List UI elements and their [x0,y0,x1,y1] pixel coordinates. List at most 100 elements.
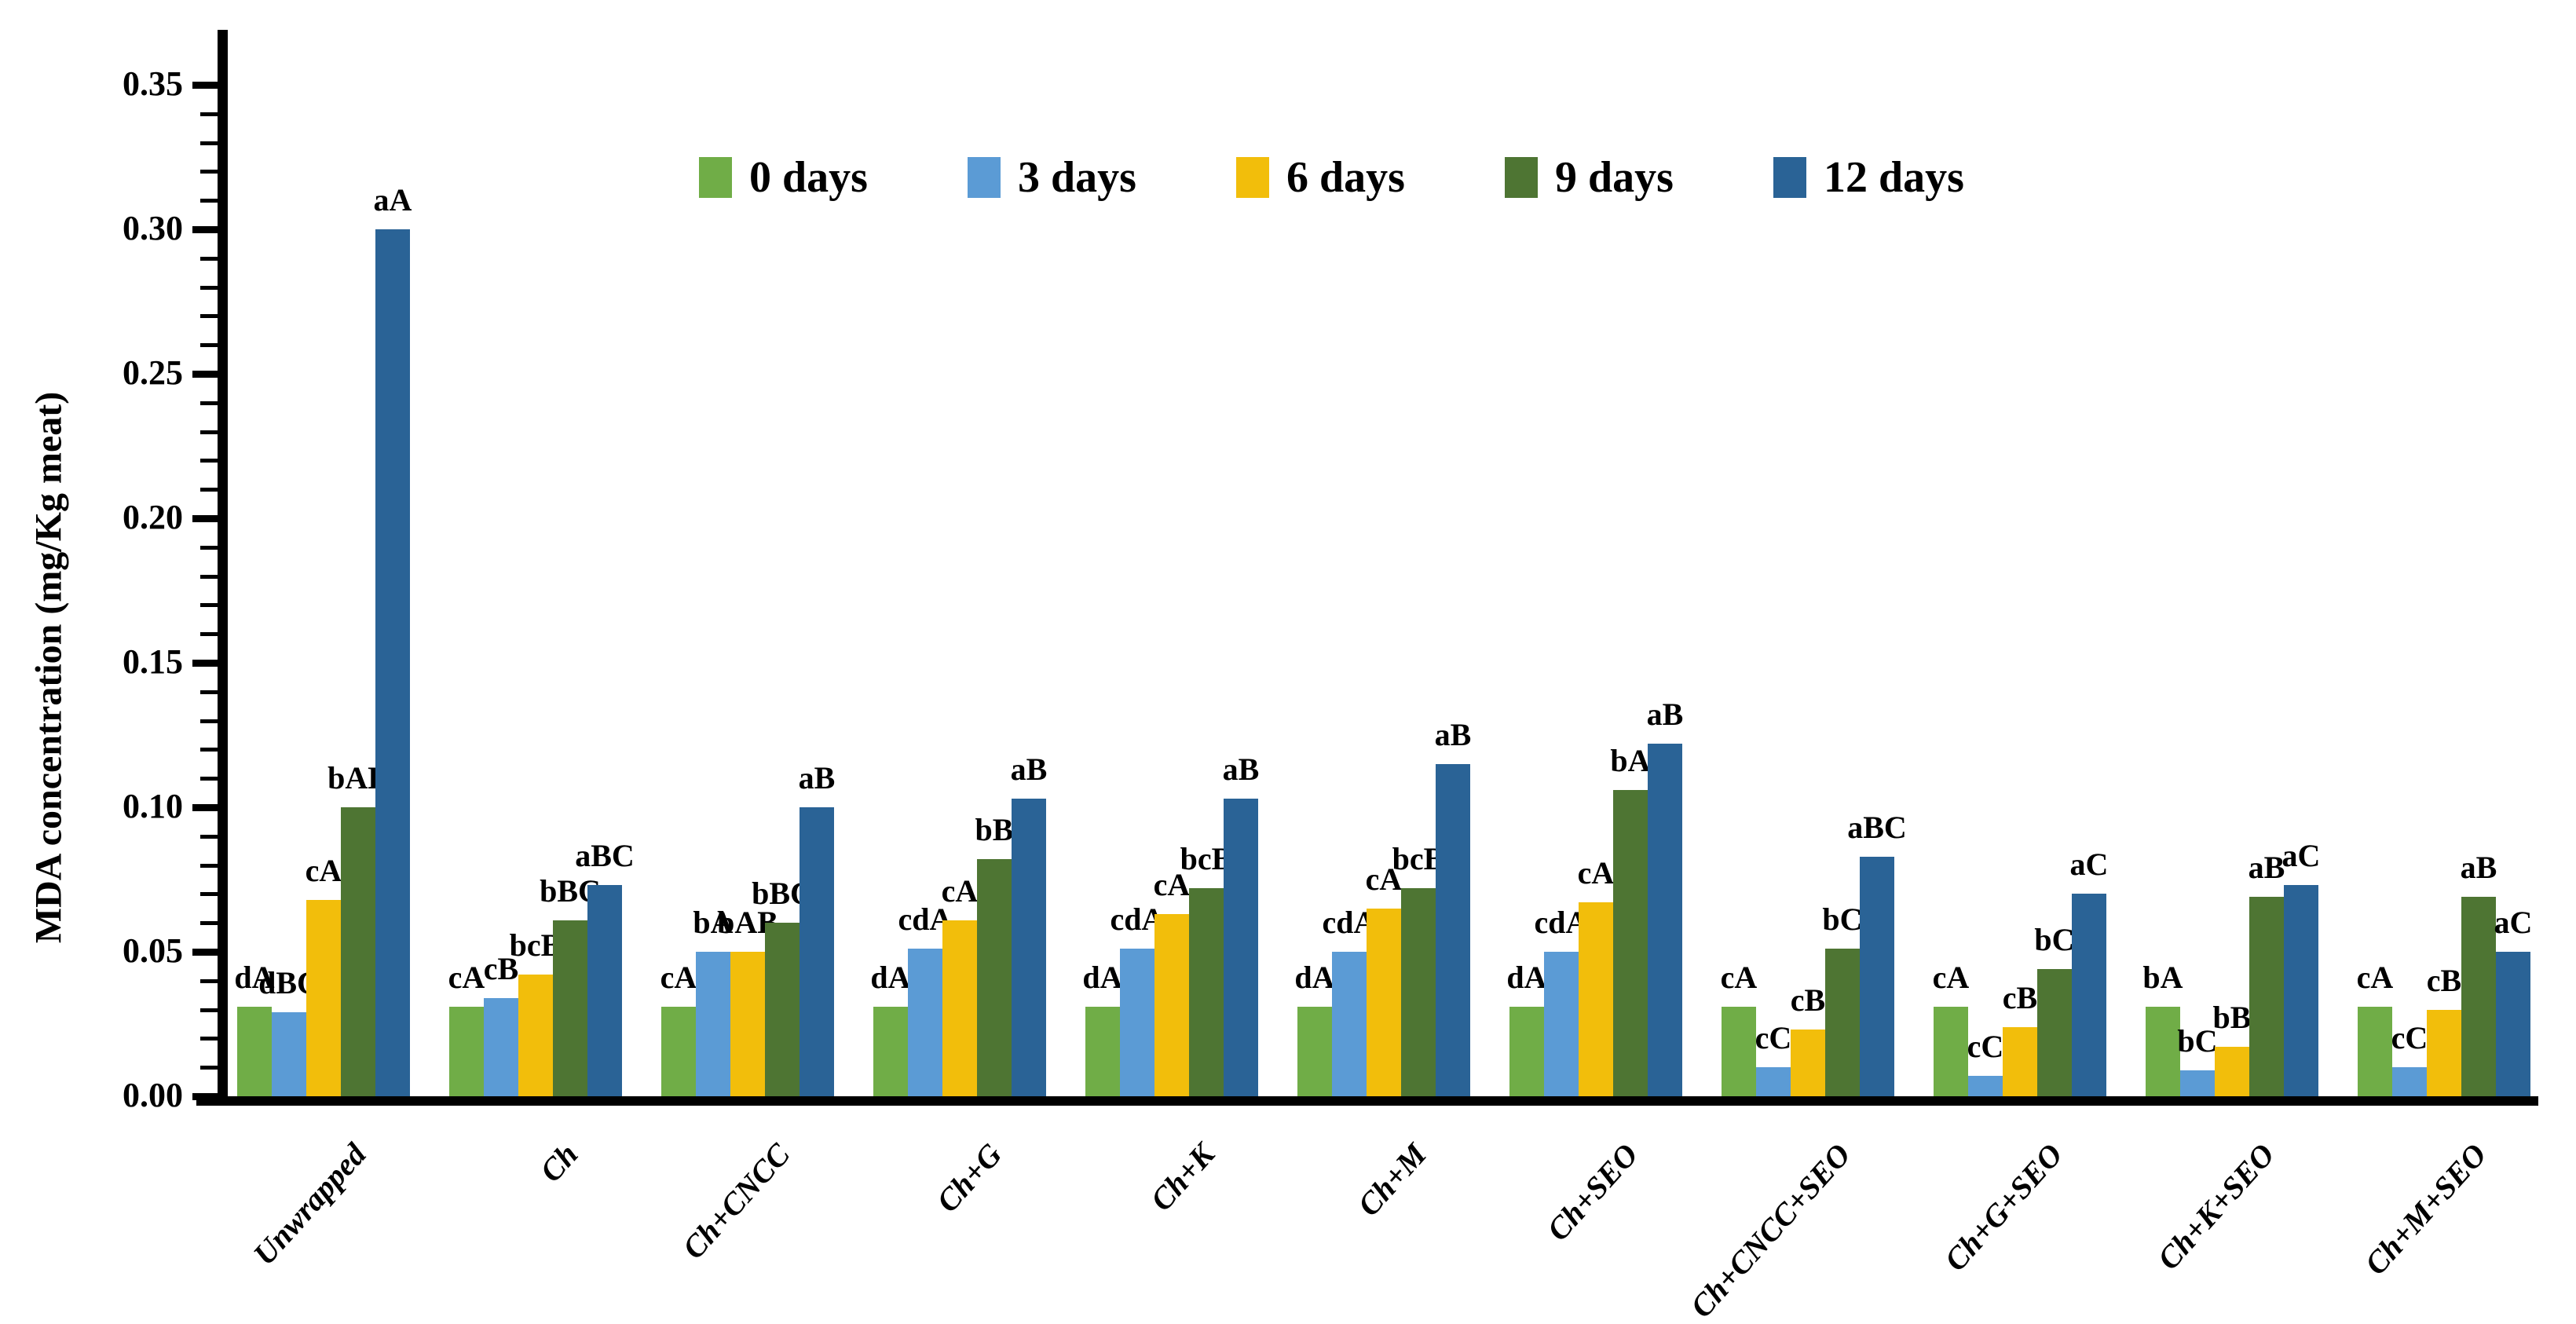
legend-item-3-days: 3 days [968,154,1136,201]
y-tick-major [192,226,218,233]
y-tick-minor [200,545,218,550]
bar-0-days-Ch+K+SEO [2146,1007,2180,1096]
bar-9-days-Ch+CNCC [765,923,800,1096]
bar-annotation: cA [941,873,979,909]
x-category-label: Ch+G [929,1136,1009,1220]
bar-annotation: dA [1082,960,1123,995]
y-tick-minor [200,834,218,839]
y-tick-major [192,515,218,522]
bar-annotation: cB [2426,963,2462,998]
x-category-label: Ch [532,1136,585,1189]
legend-swatch-3-days [968,157,1001,198]
bar-3-days-Ch+SEO [1544,952,1579,1096]
bar-annotation: aB [1222,752,1260,787]
bar-annotation: bcB [1180,841,1233,876]
bar-annotation: dA [870,960,911,995]
x-axis-line [196,1096,2538,1106]
legend-item-6-days: 6 days [1236,154,1405,201]
bar-0-days-Ch+G+SEO [1934,1007,1968,1096]
bar-6-days-Ch+K+SEO [2215,1047,2249,1096]
y-tick-label: 0.05 [123,931,183,970]
bar-9-days-Ch+CNCC+SEO [1825,949,1860,1096]
bar-annotation: aC [2281,838,2321,873]
bar-annotation: cA [1577,855,1615,891]
bar-6-days-Unwrapped [306,900,341,1096]
y-tick-label: 0.25 [123,353,183,392]
bar-12-days-Ch+CNCC [800,807,834,1096]
bar-6-days-Ch+G [942,920,977,1096]
bar-0-days-Unwrapped [237,1007,272,1096]
y-tick-minor [200,1066,218,1070]
bar-annotation: cA [660,960,697,995]
y-tick-minor [200,285,218,290]
bar-12-days-Ch+K [1224,799,1258,1096]
bar-0-days-Ch+CNCC+SEO [1722,1007,1756,1096]
legend-swatch-0-days [699,157,732,198]
y-tick-minor [200,314,218,319]
y-tick-minor [200,748,218,752]
bar-0-days-Ch+M+SEO [2358,1007,2392,1096]
legend-label: 3 days [1018,153,1136,202]
bar-annotation: cA [1932,960,1970,995]
bar-annotation: bB [975,812,1014,847]
bar-12-days-Ch+K+SEO [2284,885,2318,1096]
bar-3-days-Ch+K+SEO [2180,1070,2215,1096]
legend-label: 0 days [749,153,868,202]
bar-12-days-Ch [587,885,622,1096]
bar-6-days-Ch+M [1367,909,1401,1096]
x-category-label: Ch+G+SEO [1937,1136,2069,1278]
bar-3-days-Ch+K [1120,949,1154,1096]
legend-item-12-days: 12 days [1773,154,1964,201]
bar-annotation: bC [2034,922,2075,957]
legend-label: 12 days [1824,153,1964,202]
x-category-label: Unwrapped [246,1136,373,1272]
y-tick-major [192,949,218,956]
legend-label: 9 days [1555,153,1674,202]
bar-9-days-Ch+SEO [1613,790,1648,1096]
bar-annotation: aB [2248,850,2285,885]
y-tick-minor [200,632,218,637]
bar-annotation: bA [693,905,734,940]
bar-annotation: cB [483,951,519,986]
y-tick-major [192,660,218,667]
bar-annotation: cA [1153,867,1191,902]
bar-6-days-Ch+CNCC [730,952,765,1096]
bar-annotation: bBC [752,876,813,911]
y-tick-minor [200,689,218,694]
bar-12-days-Ch+M [1436,764,1470,1096]
y-tick-minor [200,459,218,463]
y-tick-major [192,82,218,89]
y-tick-minor [200,863,218,868]
y-tick-minor [200,112,218,116]
x-category-label: Ch+K [1143,1136,1221,1218]
bar-6-days-Ch+SEO [1579,902,1613,1096]
x-category-label: Ch+K+SEO [2150,1136,2281,1277]
bar-annotation: cC [1755,1020,1792,1055]
x-category-label: Ch+M+SEO [2358,1136,2494,1282]
bar-6-days-Ch+K [1154,914,1189,1096]
bar-6-days-Ch [518,975,553,1096]
y-tick-minor [200,719,218,723]
bar-0-days-Ch+SEO [1509,1007,1544,1096]
bar-3-days-Unwrapped [272,1012,306,1096]
bar-annotation: bBC [540,873,601,909]
y-tick-minor [200,400,218,405]
bar-9-days-Ch [553,920,587,1096]
bar-6-days-Ch+M+SEO [2427,1010,2461,1096]
bar-9-days-Unwrapped [341,807,375,1096]
legend-swatch-12-days [1773,157,1806,198]
y-tick-major [192,1093,218,1100]
bar-6-days-Ch+G+SEO [2003,1027,2037,1096]
bar-annotation: aC [2069,847,2109,882]
bar-12-days-Ch+G [1012,799,1046,1096]
bar-annotation: dA [1506,960,1547,995]
y-tick-minor [200,574,218,579]
bar-annotation: aA [373,182,412,218]
bar-0-days-Ch+G [873,1007,908,1096]
bar-annotation: aB [798,760,836,795]
bar-9-days-Ch+K [1189,888,1224,1096]
bar-3-days-Ch+G [908,949,942,1096]
bar-0-days-Ch+CNCC [661,1007,696,1096]
y-tick-minor [200,430,218,434]
bar-3-days-Ch+M [1332,952,1367,1096]
